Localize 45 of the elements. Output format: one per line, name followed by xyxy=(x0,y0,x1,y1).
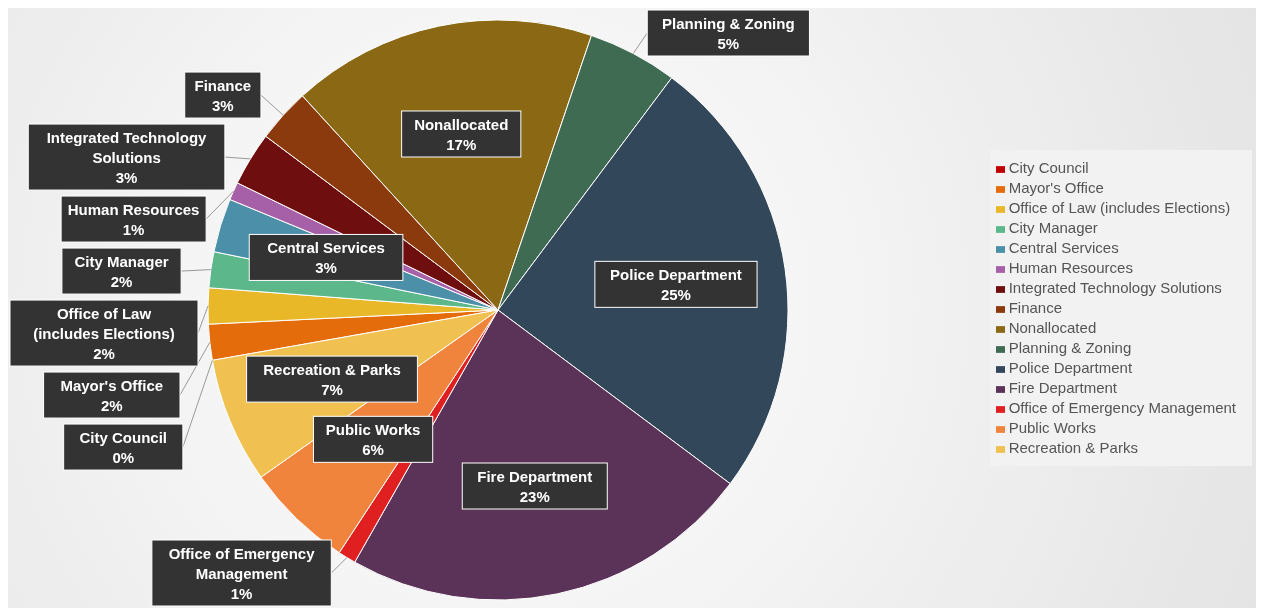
slice-label: Office of Law (includes Elections) xyxy=(33,305,175,343)
legend-label: Human Resources xyxy=(1008,259,1133,276)
slice-label: Integrated Technology Solutions xyxy=(46,129,208,167)
legend-label: Office of Emergency Management xyxy=(1008,399,1236,416)
slice-label: Human Resources xyxy=(67,201,200,219)
slice-label: Central Services xyxy=(267,239,385,257)
legend-label: Public Works xyxy=(1008,419,1096,436)
data-label: 17% xyxy=(446,136,477,153)
data-label: 2% xyxy=(100,397,123,415)
data-label: 2% xyxy=(93,345,115,363)
data-label: 6% xyxy=(362,441,384,459)
category-label: City Council xyxy=(79,429,168,447)
slice-label: Fire Department xyxy=(477,468,593,485)
data-label: 3% xyxy=(115,169,138,187)
data-label: 23% xyxy=(519,488,550,505)
slice-label: Planning & Zoning xyxy=(662,15,795,32)
slice-label: Mayor's Office xyxy=(60,377,164,395)
slice-label: Finance xyxy=(194,77,252,95)
legend-label: Central Services xyxy=(1008,239,1119,256)
data-label: 5% xyxy=(717,35,740,52)
legend-label: Nonallocated xyxy=(1008,319,1097,336)
text: 0% xyxy=(112,449,135,467)
data-label: 3% xyxy=(315,259,337,277)
data-label: 2% xyxy=(110,273,133,291)
slice-label: City Manager xyxy=(74,253,169,271)
legend-label: Finance xyxy=(1008,299,1063,316)
legend-label: Integrated Technology Solutions xyxy=(1008,279,1222,296)
data-label: 7% xyxy=(321,381,343,399)
legend-label: City Manager xyxy=(1008,219,1098,236)
legend-label: Recreation & Parks xyxy=(1008,439,1138,456)
slice-label: Office of Emergency Management xyxy=(168,545,316,582)
legend-label: Planning & Zoning xyxy=(1008,339,1132,356)
slice-label: Police Department xyxy=(610,266,742,284)
legend-label: Office of Law (includes Elections) xyxy=(1008,199,1231,216)
data-label: 25% xyxy=(660,286,691,304)
legend-label: Fire Department xyxy=(1008,379,1118,396)
data-label: 3% xyxy=(212,97,234,115)
legend-label: Police Department xyxy=(1008,359,1133,376)
legend-label: City Council xyxy=(1008,159,1089,176)
slice-label: Nonallocated xyxy=(414,116,509,133)
slice-label: Public Works xyxy=(325,421,421,439)
data-label: 1% xyxy=(122,221,145,239)
slice-label: Recreation & Parks xyxy=(263,361,401,379)
data-label: 1% xyxy=(230,585,253,602)
legend-label: Mayor's Office xyxy=(1008,179,1104,196)
